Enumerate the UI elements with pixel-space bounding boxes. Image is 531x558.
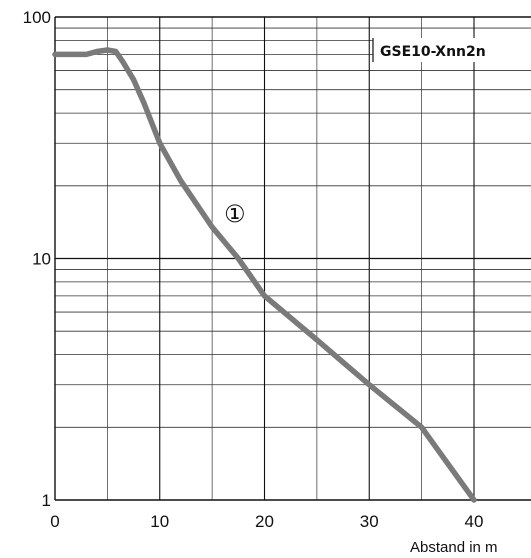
series-line [52,47,477,503]
plot-frame [54,16,531,501]
grid-major [55,17,531,500]
tick-layer: 0 10 20 30 40 1 10 100 [23,8,484,531]
series-layer [52,47,477,503]
y-tick-label: 100 [23,8,51,27]
x-tick-label: 0 [50,512,59,531]
x-tick-label: 20 [255,512,274,531]
legend-box: GSE10-Xnn2n [372,38,531,62]
curve-marker-label: ① [224,200,246,228]
x-tick-label: 10 [150,512,169,531]
x-tick-label: 40 [465,512,484,531]
legend-label: GSE10-Xnn2n [380,44,486,60]
x-tick-label: 30 [360,512,379,531]
y-tick-label: 10 [32,250,51,269]
x-axis-label: Abstand in m [410,539,498,556]
grid-minor [55,17,531,500]
y-tick-label: 1 [42,491,51,510]
